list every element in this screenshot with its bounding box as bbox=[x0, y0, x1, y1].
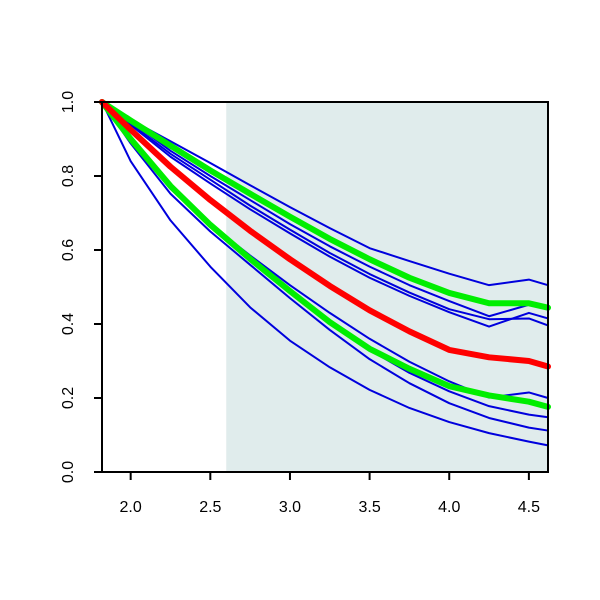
plot-area bbox=[99, 99, 551, 472]
x-tick-label: 2.5 bbox=[199, 499, 221, 516]
series-line-7 bbox=[101, 101, 549, 432]
x-tick-label: 4.5 bbox=[518, 499, 540, 516]
series-line-11 bbox=[99, 99, 551, 370]
series-line-10 bbox=[99, 99, 551, 410]
y-tick-label: 0.4 bbox=[60, 313, 77, 335]
series-line-4 bbox=[101, 101, 549, 328]
plot-frame bbox=[101, 101, 549, 473]
y-tick-label: 0.0 bbox=[60, 461, 77, 483]
series-line-3 bbox=[101, 101, 549, 327]
series-line-8 bbox=[101, 101, 549, 447]
y-tick-label: 0.6 bbox=[60, 239, 77, 261]
y-tick-label: 0.8 bbox=[60, 165, 77, 187]
series-line-2 bbox=[101, 101, 549, 318]
axes: 2.0 2.5 3.0 3.5 4.0 4.5 0.0 0.2 0.4 0.6 0.8 1.0 bbox=[60, 91, 549, 516]
series-line-9 bbox=[99, 99, 551, 311]
shaded-region bbox=[226, 102, 548, 472]
y-tick-label: 0.2 bbox=[60, 387, 77, 409]
series-line-1 bbox=[101, 101, 549, 287]
y-tick-label: 1.0 bbox=[60, 91, 77, 113]
x-tick-label: 3.5 bbox=[358, 499, 380, 516]
x-tick-label: 3.0 bbox=[279, 499, 301, 516]
x-tick-label: 4.0 bbox=[438, 499, 460, 516]
x-tick-label: 2.0 bbox=[120, 499, 142, 516]
